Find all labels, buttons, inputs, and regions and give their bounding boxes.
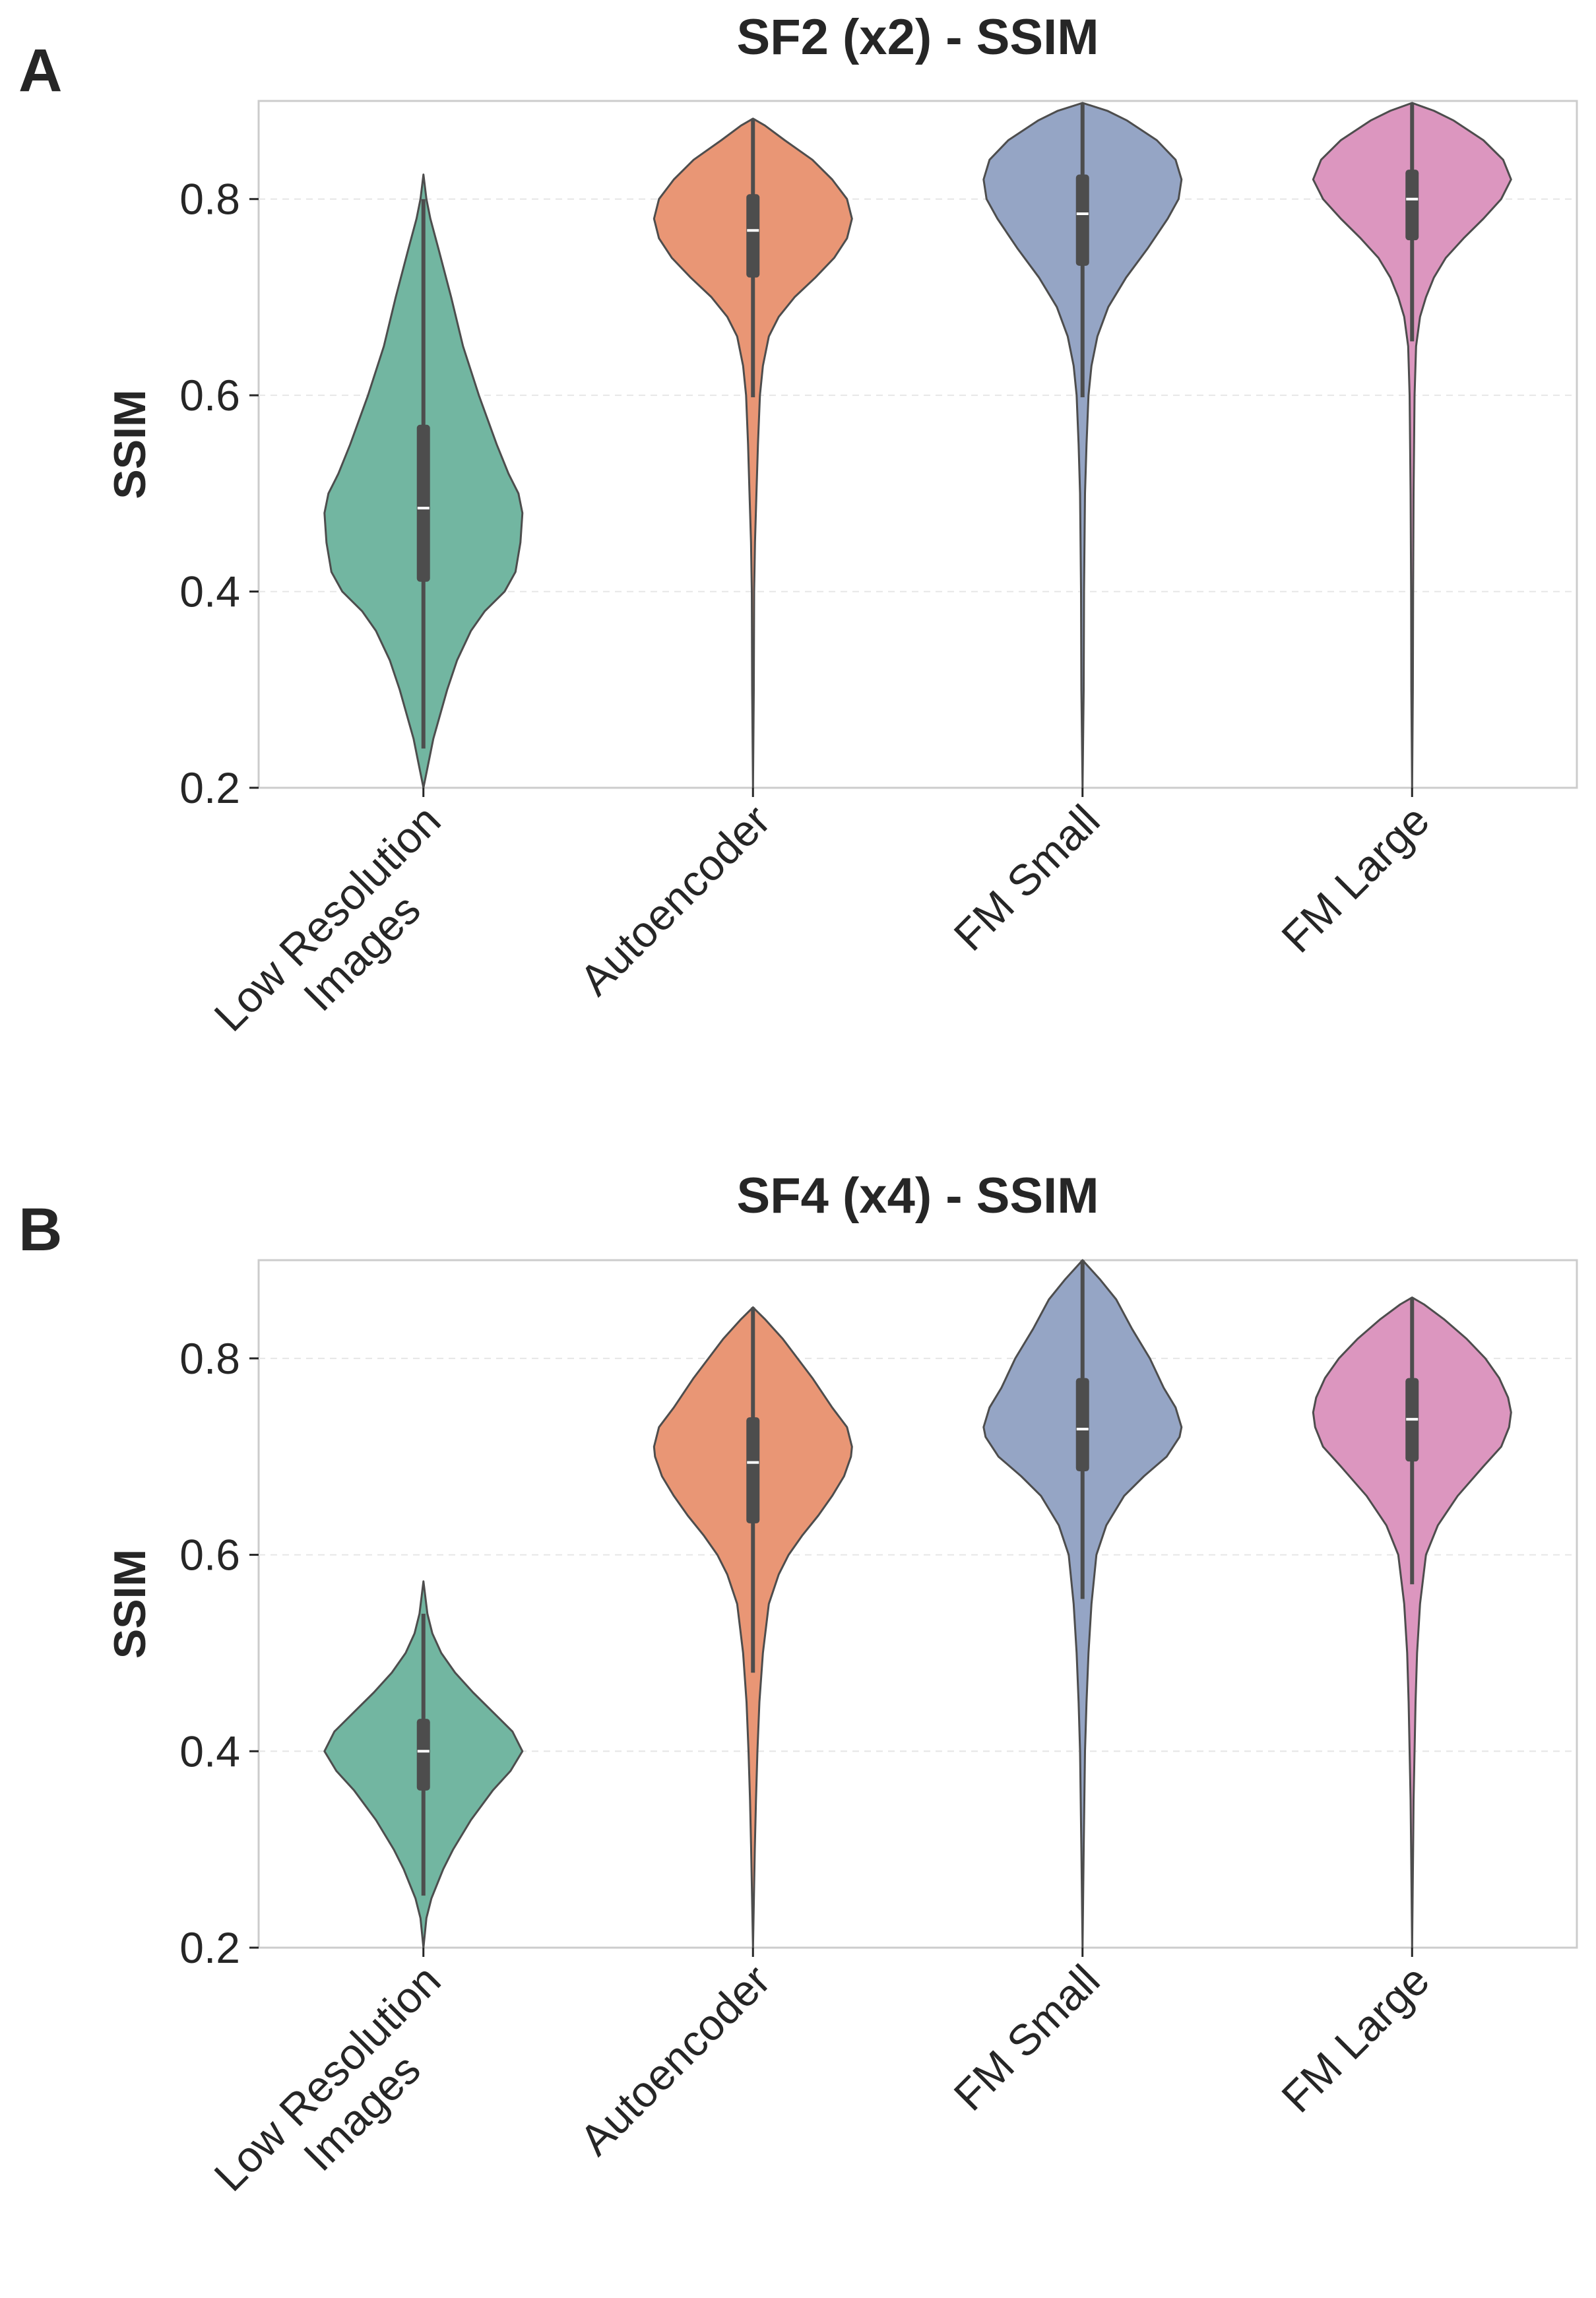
- iqr-box: [746, 194, 760, 278]
- y-tick-label: 0.2: [179, 763, 240, 812]
- x-tick-label-line: FM Large: [1272, 796, 1438, 962]
- x-tick-label-line: Autoencoder: [570, 1956, 779, 2165]
- y-tick-label: 0.6: [179, 1531, 240, 1580]
- x-tick-label: FM Large: [1272, 796, 1438, 962]
- panel-letter: A: [18, 37, 62, 104]
- x-tick-label-line: Autoencoder: [570, 796, 779, 1005]
- iqr-box: [1075, 174, 1089, 266]
- chart-title: SF4 (x4) - SSIM: [737, 1168, 1099, 1224]
- panel-b: B SF4 (x4) - SSIM 0.2 0.4 0.6 0.8 SSIM Low Reso…: [18, 1168, 1578, 2235]
- x-tick-label: FM Small: [944, 796, 1108, 960]
- iqr-box: [746, 1417, 760, 1523]
- x-tick-label: Autoencoder: [570, 796, 779, 1005]
- iqr-box: [1075, 1378, 1089, 1472]
- x-tick-label-line: FM Large: [1272, 1956, 1438, 2122]
- chart-title: SF2 (x2) - SSIM: [737, 9, 1099, 65]
- x-tick-label: Low ResolutionImages: [205, 1956, 484, 2235]
- panel-a: A SF2 (x2) - SSIM 0.2 0.4 0.6 0.8 SSIM Low Reso…: [18, 9, 1578, 1075]
- x-tick-label: Low ResolutionImages: [205, 796, 484, 1075]
- y-tick-label: 0.8: [179, 175, 240, 224]
- y-tick-label: 0.4: [179, 1727, 240, 1775]
- x-tick-label-line: FM Small: [944, 796, 1108, 960]
- x-tick-label-line: FM Small: [944, 1956, 1108, 2120]
- iqr-box: [416, 424, 430, 582]
- y-tick-label: 0.8: [179, 1334, 240, 1383]
- y-tick-label: 0.6: [179, 371, 240, 420]
- x-tick-label: FM Large: [1272, 1956, 1438, 2122]
- panel-letter: B: [18, 1196, 62, 1263]
- iqr-box: [1405, 170, 1419, 241]
- x-tick-label: FM Small: [944, 1956, 1108, 2120]
- y-tick-label: 0.4: [179, 567, 240, 616]
- y-axis-label: SSIM: [105, 1549, 155, 1659]
- y-tick-label: 0.2: [179, 1923, 240, 1972]
- iqr-box: [416, 1719, 430, 1791]
- x-tick-label: Autoencoder: [570, 1956, 779, 2165]
- y-axis-label: SSIM: [105, 389, 155, 499]
